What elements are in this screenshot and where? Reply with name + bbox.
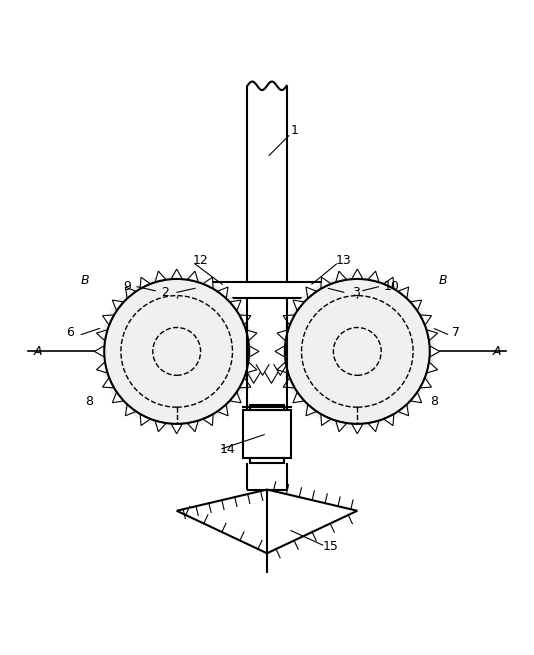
- Circle shape: [281, 275, 434, 428]
- Text: 14: 14: [219, 443, 235, 456]
- Polygon shape: [171, 269, 183, 279]
- Polygon shape: [336, 421, 347, 432]
- Polygon shape: [97, 329, 107, 341]
- Polygon shape: [277, 362, 288, 373]
- Polygon shape: [112, 392, 124, 403]
- Polygon shape: [410, 300, 422, 311]
- Polygon shape: [203, 277, 213, 289]
- Text: 7: 7: [452, 326, 460, 339]
- Polygon shape: [410, 392, 422, 403]
- Polygon shape: [398, 287, 409, 299]
- Polygon shape: [203, 414, 213, 426]
- Polygon shape: [217, 287, 228, 299]
- Polygon shape: [246, 362, 257, 373]
- Polygon shape: [103, 378, 114, 388]
- Polygon shape: [140, 414, 151, 426]
- Polygon shape: [217, 404, 228, 416]
- Polygon shape: [171, 424, 183, 434]
- Polygon shape: [95, 346, 105, 357]
- Polygon shape: [368, 421, 379, 432]
- Polygon shape: [246, 329, 257, 341]
- Polygon shape: [283, 315, 295, 325]
- Text: 8: 8: [85, 396, 93, 408]
- Text: 9: 9: [124, 280, 131, 293]
- Polygon shape: [239, 315, 251, 325]
- Text: 15: 15: [323, 540, 339, 553]
- Bar: [250, 458, 284, 463]
- Polygon shape: [427, 329, 437, 341]
- Polygon shape: [97, 362, 107, 373]
- Polygon shape: [398, 404, 409, 416]
- Polygon shape: [103, 315, 114, 325]
- Polygon shape: [351, 269, 363, 279]
- Bar: [250, 405, 284, 410]
- Polygon shape: [125, 404, 136, 416]
- Polygon shape: [239, 378, 251, 388]
- Polygon shape: [125, 287, 136, 299]
- Bar: [145, 282, 389, 298]
- Polygon shape: [275, 346, 285, 357]
- Polygon shape: [277, 329, 288, 341]
- Text: 13: 13: [336, 254, 352, 267]
- Text: 2: 2: [161, 286, 169, 299]
- Polygon shape: [187, 421, 198, 432]
- Polygon shape: [283, 378, 295, 388]
- Text: 1: 1: [291, 124, 299, 138]
- Polygon shape: [249, 346, 259, 357]
- Text: 6: 6: [67, 326, 74, 339]
- Text: 3: 3: [352, 286, 360, 299]
- Polygon shape: [140, 277, 151, 289]
- Polygon shape: [321, 414, 331, 426]
- Text: B: B: [439, 274, 447, 288]
- Polygon shape: [383, 414, 394, 426]
- Polygon shape: [427, 362, 437, 373]
- Polygon shape: [336, 271, 347, 282]
- Polygon shape: [306, 404, 317, 416]
- Polygon shape: [112, 300, 124, 311]
- Polygon shape: [187, 271, 198, 282]
- Text: 8: 8: [430, 396, 438, 408]
- Polygon shape: [306, 287, 317, 299]
- Polygon shape: [155, 421, 166, 432]
- Text: A: A: [492, 345, 501, 358]
- Polygon shape: [230, 392, 241, 403]
- Polygon shape: [383, 277, 394, 289]
- Text: B: B: [81, 274, 90, 288]
- Bar: [243, 410, 291, 458]
- Text: A: A: [33, 345, 42, 358]
- Text: 10: 10: [384, 280, 400, 293]
- Polygon shape: [155, 271, 166, 282]
- Polygon shape: [420, 315, 431, 325]
- Polygon shape: [351, 424, 363, 434]
- Circle shape: [100, 275, 253, 428]
- Polygon shape: [429, 346, 439, 357]
- Polygon shape: [293, 392, 304, 403]
- Polygon shape: [230, 300, 241, 311]
- Text: 12: 12: [193, 254, 208, 267]
- Polygon shape: [321, 277, 331, 289]
- Polygon shape: [293, 300, 304, 311]
- Polygon shape: [420, 378, 431, 388]
- Polygon shape: [368, 271, 379, 282]
